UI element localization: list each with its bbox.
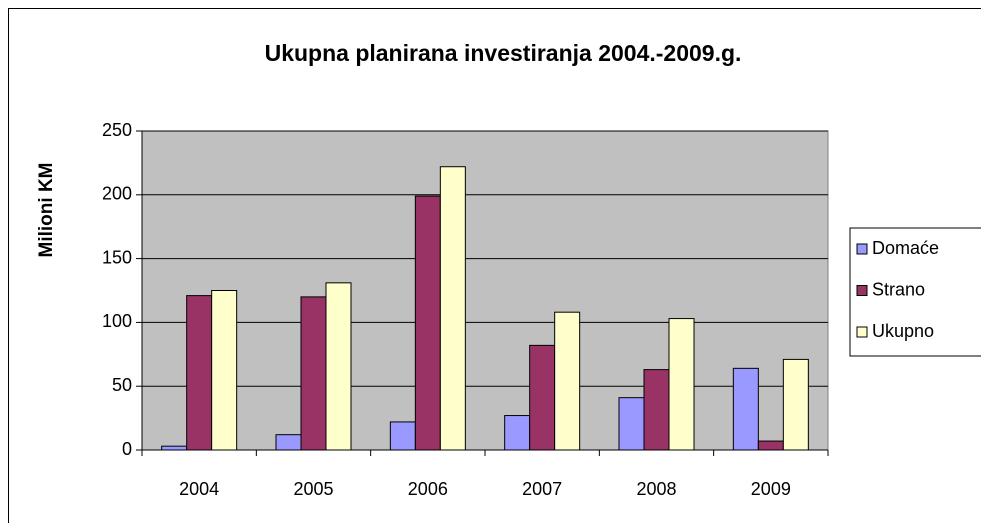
x-tick-label: 2008 — [636, 479, 676, 499]
bar — [325, 282, 352, 451]
bar — [643, 369, 670, 451]
bar — [414, 195, 441, 451]
bar — [732, 367, 759, 451]
bar — [439, 166, 466, 451]
y-tick-label: 100 — [102, 311, 132, 331]
bar — [757, 440, 784, 451]
y-tick-label: 150 — [102, 247, 132, 267]
legend-label: Ukupno — [872, 321, 934, 341]
y-tick-label: 200 — [102, 184, 132, 204]
bar — [782, 358, 809, 451]
y-tick-label: 50 — [112, 375, 132, 395]
legend-swatch — [856, 326, 868, 338]
plot-area — [141, 130, 829, 451]
bar — [186, 295, 213, 451]
bar — [300, 296, 327, 451]
bar — [275, 434, 302, 451]
y-axis-label: Milioni KM — [36, 163, 57, 258]
bar — [618, 397, 645, 451]
y-tick-label: 0 — [122, 439, 132, 459]
legend-label: Strano — [872, 279, 925, 299]
legend-label: Domaće — [872, 238, 939, 258]
legend-box — [849, 227, 981, 357]
bar — [161, 445, 188, 451]
bar — [529, 344, 556, 451]
chart-title: Ukupna planirana investiranja 2004.-2009… — [265, 40, 742, 66]
x-tick-label: 2006 — [408, 479, 448, 499]
bar — [504, 415, 531, 451]
bar — [668, 318, 695, 451]
legend-swatch — [856, 243, 868, 255]
legend-swatch — [856, 285, 868, 296]
x-tick-label: 2009 — [751, 479, 791, 499]
bar — [554, 311, 581, 451]
bar — [211, 290, 238, 451]
bar — [389, 421, 416, 451]
x-tick-label: 2004 — [179, 479, 219, 499]
x-tick-label: 2007 — [522, 479, 562, 499]
y-tick-label: 250 — [102, 120, 132, 140]
x-tick-label: 2005 — [293, 479, 333, 499]
